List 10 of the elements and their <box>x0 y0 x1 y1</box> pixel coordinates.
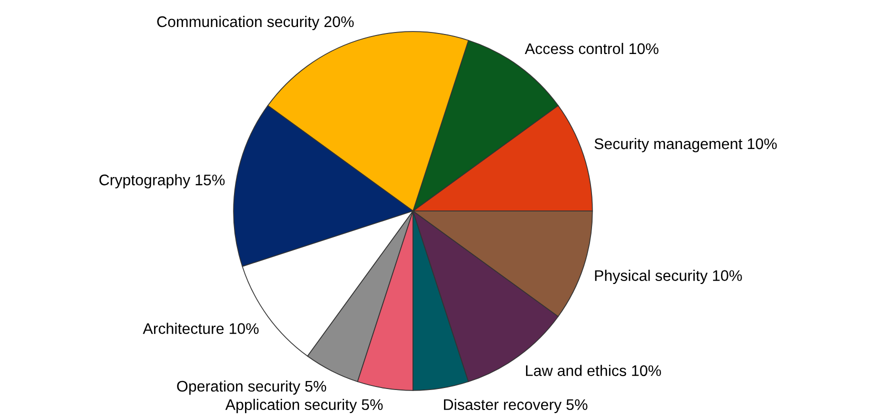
slice-label: Disaster recovery 5% <box>444 398 588 414</box>
slice-label: Physical security 10% <box>595 270 742 284</box>
slice-label: Cryptography 15% <box>99 174 225 188</box>
slice-label: Security management 10% <box>594 138 777 152</box>
slice-label: Application security 5% <box>225 398 383 414</box>
slice-label: Architecture 10% <box>142 322 259 334</box>
slice-label: Communication security 20% <box>157 16 354 30</box>
slice-label: Operation security 5% <box>177 380 326 395</box>
slice-label: Access control 10% <box>524 42 658 54</box>
slice-label: Law and ethics 10% <box>526 364 661 376</box>
